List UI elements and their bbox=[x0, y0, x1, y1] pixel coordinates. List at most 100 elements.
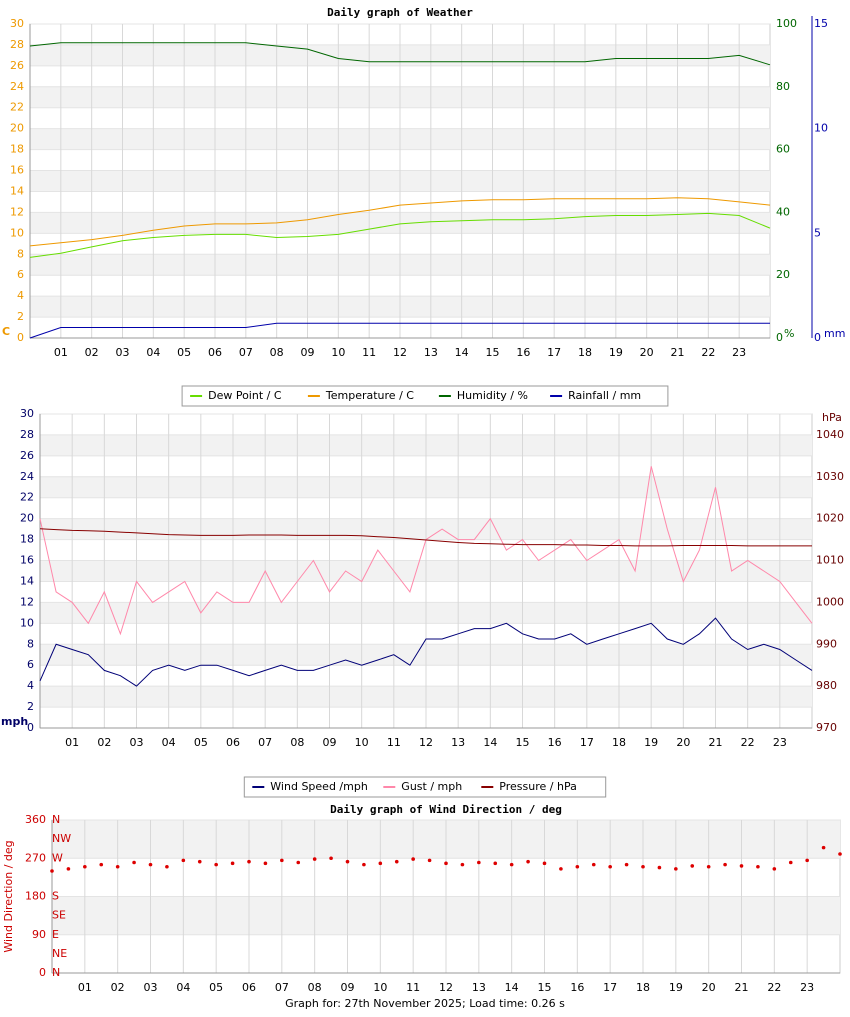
x-tick-label: 19 bbox=[644, 736, 658, 749]
x-tick-label: 10 bbox=[355, 736, 369, 749]
y-tick-label: 20 bbox=[20, 512, 34, 525]
y-tick-label: 22 bbox=[20, 491, 34, 504]
x-tick-label: 23 bbox=[732, 346, 746, 359]
point bbox=[148, 862, 153, 867]
point bbox=[509, 862, 514, 867]
chart-title: Daily graph of Wind Direction / deg bbox=[330, 803, 562, 816]
y-tick-label: 16 bbox=[20, 554, 34, 567]
x-tick-label: 20 bbox=[702, 981, 716, 994]
point bbox=[197, 859, 202, 864]
y-tick-label: 18 bbox=[20, 533, 34, 546]
point bbox=[542, 861, 547, 866]
series-line bbox=[29, 197, 771, 247]
x-tick-label: 18 bbox=[636, 981, 650, 994]
x-tick-label: 11 bbox=[362, 346, 376, 359]
y-tick-label: 2 bbox=[27, 700, 34, 713]
x-tick-label: 14 bbox=[505, 981, 519, 994]
point bbox=[739, 864, 744, 868]
x-tick-label: 16 bbox=[548, 736, 562, 749]
point bbox=[575, 864, 580, 869]
point bbox=[477, 860, 481, 865]
x-tick-label: 09 bbox=[323, 736, 337, 749]
x-tick-label: 01 bbox=[65, 736, 79, 749]
y2-tick-label: 80 bbox=[776, 80, 790, 93]
y2-tick-label: 0 bbox=[776, 331, 783, 344]
y2-tick-label: 1020 bbox=[816, 512, 844, 525]
y-tick-label: 90 bbox=[32, 928, 46, 941]
x-tick-label: 13 bbox=[424, 346, 438, 359]
point bbox=[280, 858, 284, 863]
point bbox=[247, 859, 251, 864]
y-tick-label: 12 bbox=[10, 205, 24, 218]
y3-unit: mm bbox=[824, 327, 845, 340]
y2-tick-label: 1030 bbox=[816, 470, 844, 483]
series-line bbox=[39, 617, 813, 687]
x-tick-label: 07 bbox=[275, 981, 289, 994]
point bbox=[214, 862, 218, 867]
x-tick-label: 22 bbox=[767, 981, 781, 994]
x-tick-label: 10 bbox=[331, 346, 345, 359]
point bbox=[657, 865, 662, 870]
x-tick-label: 11 bbox=[387, 736, 401, 749]
point bbox=[460, 862, 465, 867]
x-tick-label: 15 bbox=[538, 981, 552, 994]
y-unit: C bbox=[2, 325, 10, 338]
x-tick-label: 14 bbox=[483, 736, 497, 749]
x-tick-label: 05 bbox=[177, 346, 191, 359]
compass-label: SE bbox=[52, 909, 66, 922]
series-line bbox=[29, 42, 771, 66]
point bbox=[772, 867, 777, 871]
point bbox=[608, 864, 612, 869]
point bbox=[83, 864, 87, 869]
y-tick-label: 28 bbox=[20, 428, 34, 441]
point bbox=[132, 860, 136, 865]
x-tick-label: 12 bbox=[393, 346, 407, 359]
point bbox=[559, 867, 563, 871]
y3-tick-label: 15 bbox=[814, 17, 828, 30]
y-tick-label: 30 bbox=[20, 407, 34, 420]
x-tick-label: 08 bbox=[270, 346, 284, 359]
x-tick-label: 06 bbox=[242, 981, 256, 994]
x-tick-label: 16 bbox=[516, 346, 530, 359]
y-tick-label: 270 bbox=[25, 851, 46, 864]
y3-tick-label: 10 bbox=[814, 122, 828, 135]
point bbox=[99, 862, 104, 867]
y-tick-label: 14 bbox=[20, 574, 34, 587]
y-tick-label: 14 bbox=[10, 184, 24, 197]
y-tick-label: 0 bbox=[17, 331, 24, 344]
y-tick-label: 30 bbox=[10, 17, 24, 30]
point bbox=[821, 845, 826, 850]
x-tick-label: 21 bbox=[709, 736, 723, 749]
x-tick-label: 13 bbox=[472, 981, 486, 994]
x-tick-label: 23 bbox=[800, 981, 814, 994]
point bbox=[674, 867, 678, 871]
point bbox=[411, 857, 415, 861]
x-tick-label: 12 bbox=[439, 981, 453, 994]
x-tick-label: 07 bbox=[258, 736, 272, 749]
y2-tick-label: 970 bbox=[816, 721, 837, 734]
x-tick-label: 13 bbox=[451, 736, 465, 749]
legend-label: Pressure / hPa bbox=[499, 780, 577, 793]
x-tick-label: 19 bbox=[669, 981, 683, 994]
x-tick-label: 14 bbox=[455, 346, 469, 359]
series-line bbox=[29, 212, 771, 258]
y-tick-label: 2 bbox=[17, 310, 24, 323]
legend-box bbox=[243, 776, 607, 798]
compass-label: N bbox=[52, 966, 60, 979]
y-tick-label: 16 bbox=[10, 164, 24, 177]
x-tick-label: 21 bbox=[735, 981, 749, 994]
point bbox=[296, 860, 301, 865]
chart-title: Daily graph of Weather bbox=[327, 6, 473, 19]
x-tick-label: 02 bbox=[85, 346, 99, 359]
y-tick-label: 10 bbox=[10, 226, 24, 239]
point bbox=[345, 859, 350, 864]
x-tick-label: 09 bbox=[341, 981, 355, 994]
y-tick-label: 26 bbox=[10, 59, 24, 72]
y2-tick-label: 100 bbox=[776, 17, 797, 30]
y-tick-label: 6 bbox=[27, 658, 34, 671]
y2-unit: % bbox=[784, 327, 794, 340]
legend-label: Wind Speed /mph bbox=[270, 780, 368, 793]
point bbox=[362, 862, 366, 867]
compass-label: NE bbox=[52, 947, 67, 960]
